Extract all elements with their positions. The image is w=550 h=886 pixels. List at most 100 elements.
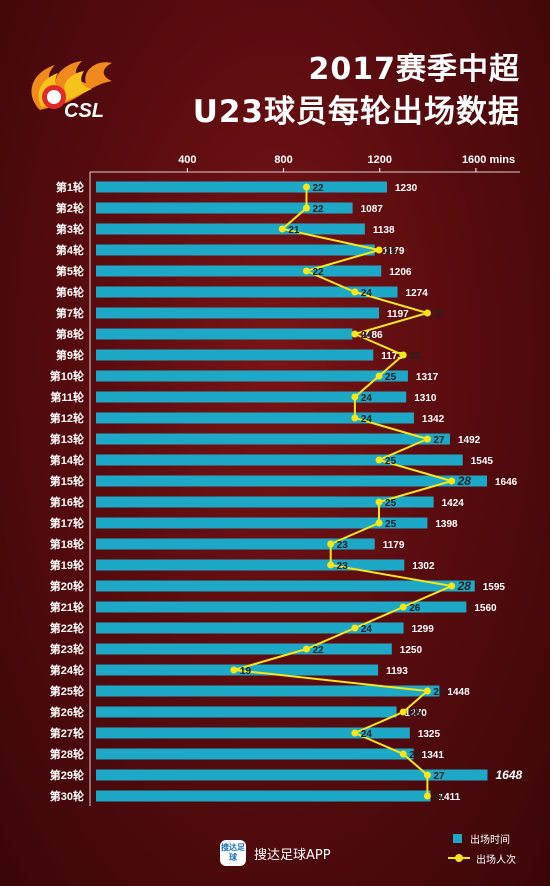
category-label: 第2轮 [56,201,84,215]
bar [96,454,463,466]
line-point [230,666,238,674]
bar-value-label: 1648 [495,768,522,782]
bar [96,748,414,760]
bar [96,496,434,508]
line-point [399,750,407,758]
line-point [302,204,310,212]
category-label: 第18轮 [50,537,84,551]
category-label: 第6轮 [56,285,84,299]
bar [96,538,375,550]
bar [96,622,404,634]
line-value-label: 24 [361,393,373,404]
category-label: 第9轮 [56,348,84,362]
line-point [327,561,335,569]
bar-value-label: 1179 [383,246,405,257]
category-label: 第8轮 [56,327,84,341]
line-point [278,225,286,233]
legend: 出场时间 出场人次 [448,828,516,868]
bar [96,349,374,361]
line-value-label: 27 [433,687,445,698]
line-point [302,645,310,653]
line-point [399,351,407,359]
bar [96,769,488,781]
bar-value-label: 1310 [414,393,437,404]
category-label: 第21轮 [50,600,84,614]
bar-value-label: 1411 [439,792,461,803]
bar [96,370,408,382]
legend-bar-label: 出场时间 [470,834,510,846]
category-label: 第20轮 [50,579,84,593]
line-value-label: 22 [312,267,324,278]
line-value-label: 25 [385,519,397,530]
bar [96,307,380,319]
bar-value-label: 1138 [373,225,395,236]
bar [96,706,397,718]
category-label: 第10轮 [50,369,84,383]
bar [96,328,353,340]
bar-value-label: 1341 [422,750,445,761]
bar [96,223,365,235]
category-label: 第12轮 [50,411,84,425]
category-label: 第13轮 [50,432,84,446]
line-point [375,372,383,380]
line-value-label: 22 [312,183,324,194]
line-point [423,771,431,779]
bar-value-label: 1179 [383,540,405,551]
line-point [375,246,383,254]
line-point [302,183,310,191]
bar [96,202,353,214]
page-title-line2: U23球员每轮出场数据 [192,94,520,130]
bar-value-label: 1086 [360,330,383,341]
x-tick-label: 400 [178,154,196,166]
line-value-label: 21 [288,225,300,236]
line-value-label: 23 [337,540,349,551]
line-value-label: 26 [409,750,421,761]
bar [96,286,398,298]
line-value-label: 25 [385,456,397,467]
line-value-label: 19 [240,666,252,677]
line-path [233,187,456,796]
line-value-label: 26 [409,351,421,362]
bar [96,517,428,529]
line-series: 22 22 21 25 22 24 27 24 26 25 24 24 27 25 28 25 25 23 23 28… [230,183,471,803]
line-point [448,582,456,590]
bar-value-label: 1595 [483,582,506,593]
bar [96,727,410,739]
line-point [351,288,359,296]
category-label: 第26轮 [50,705,84,719]
line-point [351,414,359,422]
bar [96,433,450,445]
bar [96,643,392,655]
legend-bar-swatch [453,833,462,843]
line-point [423,687,431,695]
bar-value-label: 1250 [400,645,423,656]
legend-line-swatch [448,853,470,863]
bar-value-label: 1299 [412,624,435,635]
line-value-label: 27 [433,309,445,320]
line-point [351,393,359,401]
line-point [375,498,383,506]
bar-value-label: 1270 [405,708,428,719]
category-label: 第3轮 [56,222,84,236]
bar-value-label: 1317 [416,372,439,383]
category-label: 第23轮 [50,642,84,656]
footer: 搜达足球 搜达足球APP [220,840,331,866]
line-point [399,603,407,611]
bar-value-label: 1560 [474,603,497,614]
bar-value-label: 1325 [418,729,441,740]
bar-value-label: 1545 [471,456,494,467]
line-value-label: 24 [361,288,373,299]
bar-value-label: 1492 [458,435,481,446]
category-label: 第17轮 [50,516,84,530]
line-value-label: 25 [385,372,397,383]
legend-item-bar: 出场时间 [448,828,516,848]
bar-value-label: 1398 [435,519,458,530]
line-point [423,792,431,800]
category-label: 第15轮 [50,474,84,488]
category-label: 第19轮 [50,558,84,572]
line-value-label: 25 [385,246,397,257]
x-tick-label: 1200 [368,154,392,166]
bar [96,244,375,256]
line-point [423,309,431,317]
